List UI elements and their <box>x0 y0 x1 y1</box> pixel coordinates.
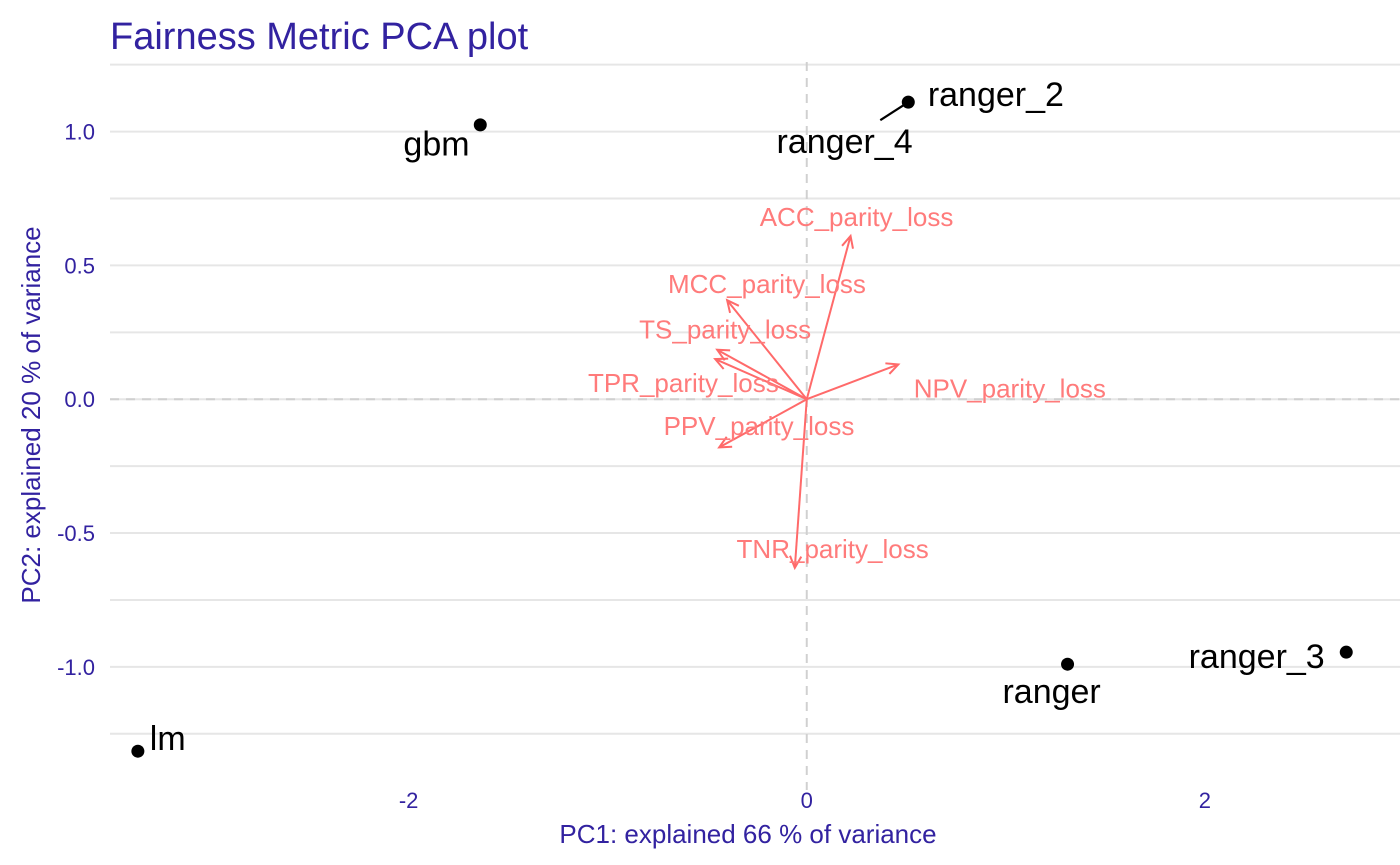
y-tick-label: 0.5 <box>64 253 95 278</box>
model-point <box>473 118 487 132</box>
loading-label: TNR_parity_loss <box>737 534 929 564</box>
y-tick-label: 0.0 <box>64 387 95 412</box>
loading-arrowhead <box>885 362 901 375</box>
y-tick-label: -1.0 <box>57 655 95 680</box>
loading-arrow <box>716 348 808 401</box>
loading-label: NPV_parity_loss <box>914 374 1106 404</box>
model-label: gbm <box>403 126 469 164</box>
loading-arrowhead <box>789 555 803 571</box>
loading-arrow <box>793 399 808 568</box>
loading-arrow <box>714 358 808 401</box>
model-point <box>1061 657 1075 671</box>
loading-arrowhead <box>713 357 729 370</box>
loading-labels: ACC_parity_loss MCC_parity_loss TS_parity_… <box>588 202 1106 564</box>
model-label: ranger_2 <box>928 76 1064 114</box>
model-point <box>1339 645 1353 659</box>
loading-arrow <box>806 363 899 401</box>
loading-arrowhead <box>725 298 740 314</box>
model-point <box>131 744 145 758</box>
loading-label: TPR_parity_loss <box>588 368 779 398</box>
loading-label: ACC_parity_loss <box>760 202 954 232</box>
model-label: ranger_3 <box>1189 638 1325 676</box>
x-tick-label: 2 <box>1199 788 1211 813</box>
axis-ticks: 1.0 0.5 0.0 -0.5 -1.0 -2 0 2 <box>57 120 1211 813</box>
label-connector <box>879 101 909 122</box>
loading-arrowhead <box>715 348 731 361</box>
model-label: ranger <box>1002 673 1100 711</box>
x-tick-label: -2 <box>399 788 419 813</box>
loading-arrow <box>805 235 852 400</box>
y-tick-label: 1.0 <box>64 120 95 145</box>
loading-arrow <box>718 398 808 449</box>
loading-label: PPV_parity_loss <box>664 411 855 441</box>
loading-label: TS_parity_loss <box>639 315 811 345</box>
x-axis-label: PC1: explained 66 % of variance <box>559 819 936 849</box>
x-tick-label: 0 <box>801 788 813 813</box>
y-axis-label: PC2: explained 20 % of variance <box>16 226 46 603</box>
chart-title: Fairness Metric PCA plot <box>110 16 529 58</box>
zero-lines <box>110 62 1400 790</box>
model-label: ranger_4 <box>777 123 913 161</box>
loading-label: MCC_parity_loss <box>668 269 866 299</box>
loading-arrows <box>713 233 901 571</box>
loading-arrowhead <box>841 233 854 249</box>
loading-arrow <box>726 299 808 400</box>
loading-arrowhead <box>717 436 733 449</box>
y-tick-label: -0.5 <box>57 521 95 546</box>
model-label: lm <box>150 720 186 758</box>
